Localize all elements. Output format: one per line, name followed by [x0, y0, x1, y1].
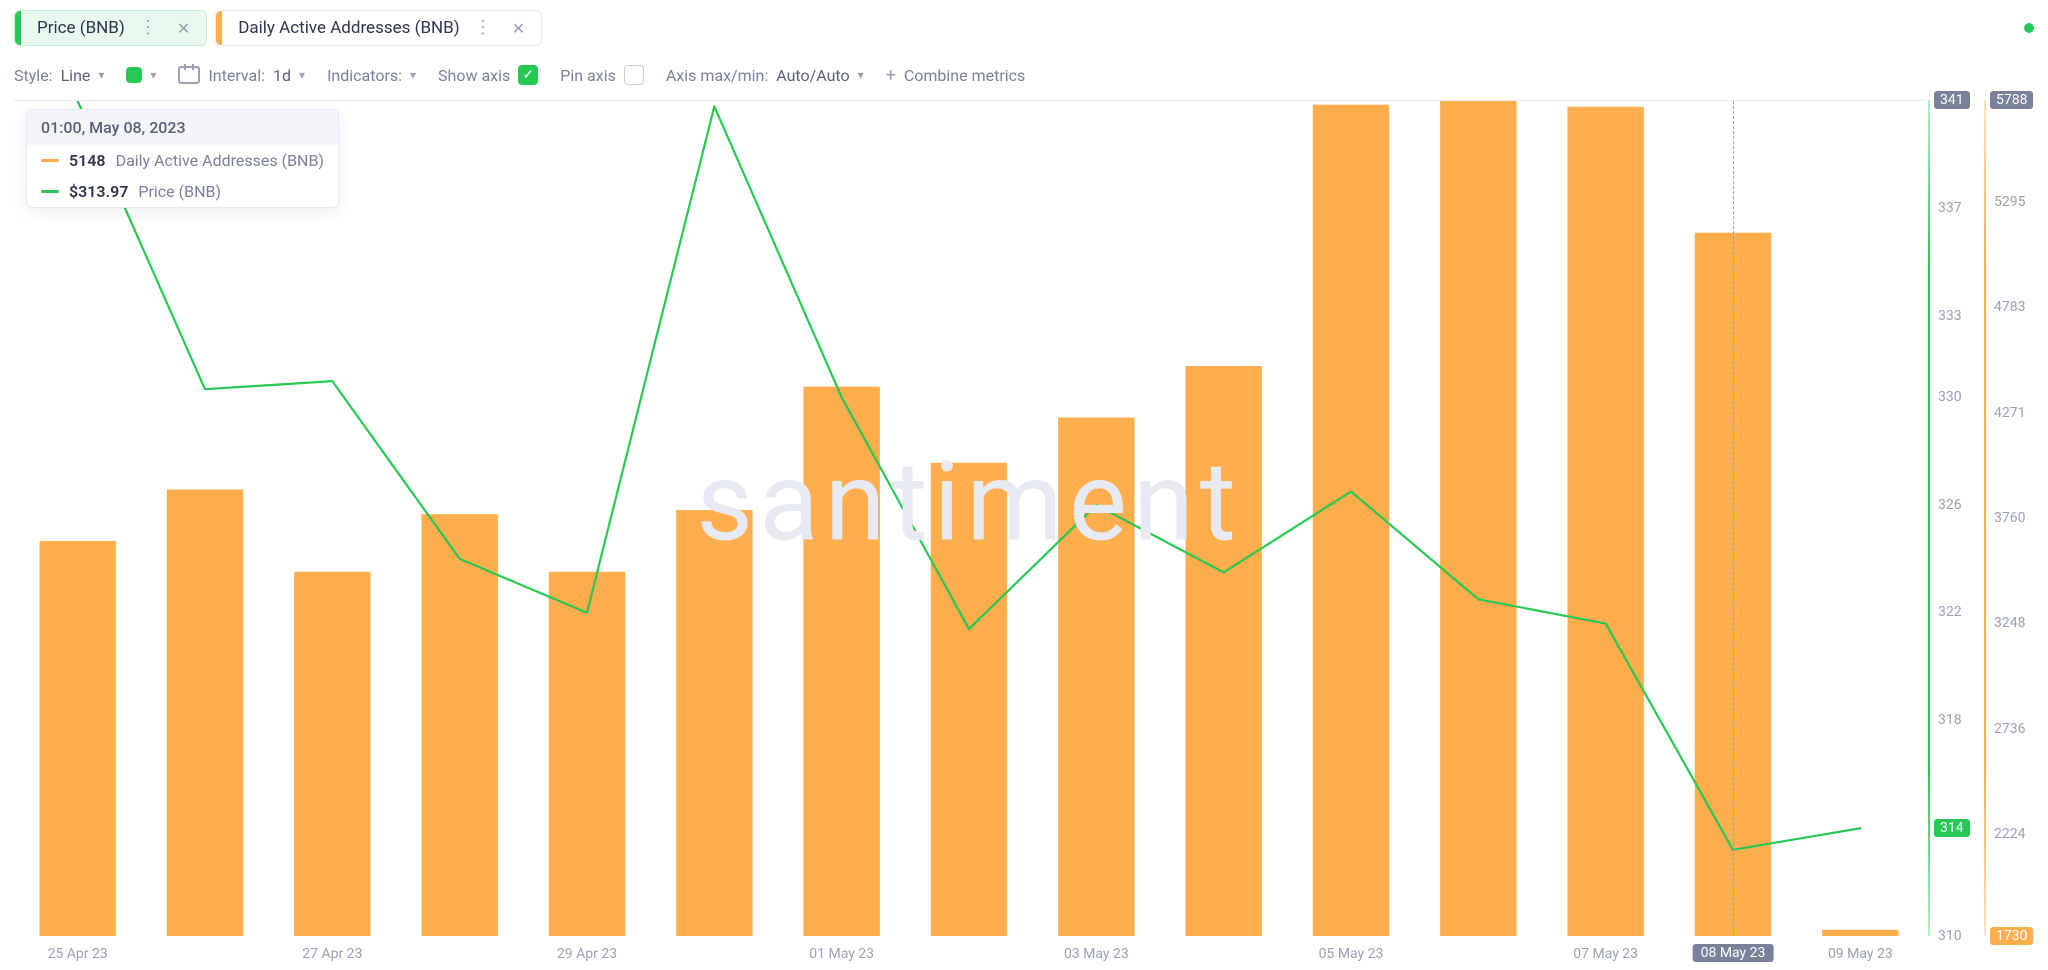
pin-axis-label: Pin axis	[560, 66, 616, 85]
chevron-down-icon: ▾	[410, 68, 416, 82]
indicators-label: Indicators:	[327, 66, 402, 85]
chevron-down-icon: ▾	[98, 68, 104, 82]
y-axis-daa: 578852954783427137603248273622241730	[1984, 100, 2034, 936]
combine-metrics-button[interactable]: + Combine metrics	[886, 65, 1026, 86]
y-tick: 333	[1938, 308, 1962, 324]
combine-label: Combine metrics	[904, 66, 1025, 85]
chip-color-bar	[216, 11, 222, 45]
y-badge-max: 5788	[1990, 91, 2033, 109]
x-tick: 07 May 23	[1573, 946, 1638, 962]
checkbox-unchecked-icon[interactable]	[624, 65, 644, 85]
axis-minmax-label: Axis max/min:	[666, 66, 768, 85]
style-selector[interactable]: Style: Line ▾	[14, 66, 104, 85]
chip-menu-icon[interactable]: ⋮	[135, 19, 161, 37]
chip-menu-icon[interactable]: ⋮	[470, 19, 496, 37]
tooltip-value: 5148	[69, 151, 106, 170]
y-tick: 337	[1938, 200, 1962, 216]
chip-close-icon[interactable]: ✕	[171, 19, 196, 38]
axis-minmax-value: Auto/Auto	[776, 66, 849, 85]
y-badge-min: 1730	[1990, 927, 2033, 945]
plus-icon: +	[886, 65, 896, 86]
interval-label: Interval:	[208, 66, 265, 85]
series-dash-icon	[41, 190, 59, 193]
x-tick: 25 Apr 23	[48, 946, 108, 962]
tooltip-row: 5148 Daily Active Addresses (BNB)	[27, 145, 338, 176]
y-badge-max: 341	[1934, 91, 1970, 109]
y-tick: 2224	[1994, 826, 2025, 842]
chip-label: Daily Active Addresses (BNB)	[232, 18, 459, 38]
metric-chips-row: Price (BNB) ⋮ ✕ Daily Active Addresses (…	[14, 10, 2034, 46]
pin-axis-toggle[interactable]: Pin axis	[560, 65, 644, 85]
tooltip-metric: Price (BNB)	[138, 182, 221, 201]
indicators-selector[interactable]: Indicators: ▾	[327, 66, 416, 85]
y-tick: 326	[1938, 497, 1962, 513]
y-tick: 322	[1938, 604, 1962, 620]
calendar-icon	[178, 66, 200, 84]
x-tick: 09 May 23	[1828, 946, 1893, 962]
y-tick: 4271	[1994, 405, 2025, 421]
y-tick: 5295	[1994, 194, 2025, 210]
x-tick: 01 May 23	[809, 946, 874, 962]
x-tick: 05 May 23	[1319, 946, 1384, 962]
show-axis-toggle[interactable]: Show axis ✓	[438, 65, 538, 85]
tooltip-timestamp: 01:00, May 08, 2023	[27, 110, 338, 145]
checkbox-checked-icon[interactable]: ✓	[518, 65, 538, 85]
show-axis-label: Show axis	[438, 66, 510, 85]
connection-status-dot	[2024, 23, 2034, 33]
x-tick: 27 Apr 23	[302, 946, 362, 962]
chart-plot[interactable]: santiment 01:00, May 08, 2023 5148 Daily…	[14, 100, 1924, 936]
y-tick: 3760	[1994, 510, 2025, 526]
chart-tooltip: 01:00, May 08, 2023 5148 Daily Active Ad…	[26, 109, 339, 208]
chip-color-bar	[15, 11, 21, 45]
color-selector[interactable]: ▾	[126, 67, 156, 83]
y-axis-price: 341337333330326322318314310314	[1928, 100, 1978, 936]
metric-chip-price[interactable]: Price (BNB) ⋮ ✕	[14, 10, 207, 46]
interval-selector[interactable]: Interval: 1d ▾	[178, 66, 305, 85]
y-tick: 2736	[1994, 721, 2025, 737]
chip-label: Price (BNB)	[31, 18, 125, 38]
y-tick: 3248	[1994, 615, 2025, 631]
tooltip-value: $313.97	[69, 182, 128, 201]
x-tick: 03 May 23	[1064, 946, 1129, 962]
style-label: Style:	[14, 66, 53, 85]
y-badge-current: 314	[1934, 819, 1970, 837]
style-value: Line	[61, 66, 91, 85]
chevron-down-icon: ▾	[299, 68, 305, 82]
y-tick: 4783	[1994, 299, 2025, 315]
chevron-down-icon: ▾	[858, 68, 864, 82]
chip-close-icon[interactable]: ✕	[506, 19, 531, 38]
tooltip-row: $313.97 Price (BNB)	[27, 176, 338, 207]
x-tick: 29 Apr 23	[557, 946, 617, 962]
tooltip-metric: Daily Active Addresses (BNB)	[116, 151, 324, 170]
chart-area[interactable]: santiment 01:00, May 08, 2023 5148 Daily…	[14, 100, 2034, 970]
y-tick: 318	[1938, 712, 1962, 728]
series-dash-icon	[41, 159, 59, 162]
y-tick: 310	[1938, 928, 1962, 944]
chart-toolbar: Style: Line ▾ ▾ Interval: 1d ▾ Indicator…	[14, 56, 2034, 94]
y-tick: 330	[1938, 389, 1962, 405]
color-swatch	[126, 67, 142, 83]
chevron-down-icon: ▾	[150, 68, 156, 82]
x-tick-highlight: 08 May 23	[1693, 944, 1774, 962]
axis-minmax-selector[interactable]: Axis max/min: Auto/Auto ▾	[666, 66, 864, 85]
interval-value: 1d	[273, 66, 291, 85]
metric-chip-daa[interactable]: Daily Active Addresses (BNB) ⋮ ✕	[215, 10, 542, 46]
